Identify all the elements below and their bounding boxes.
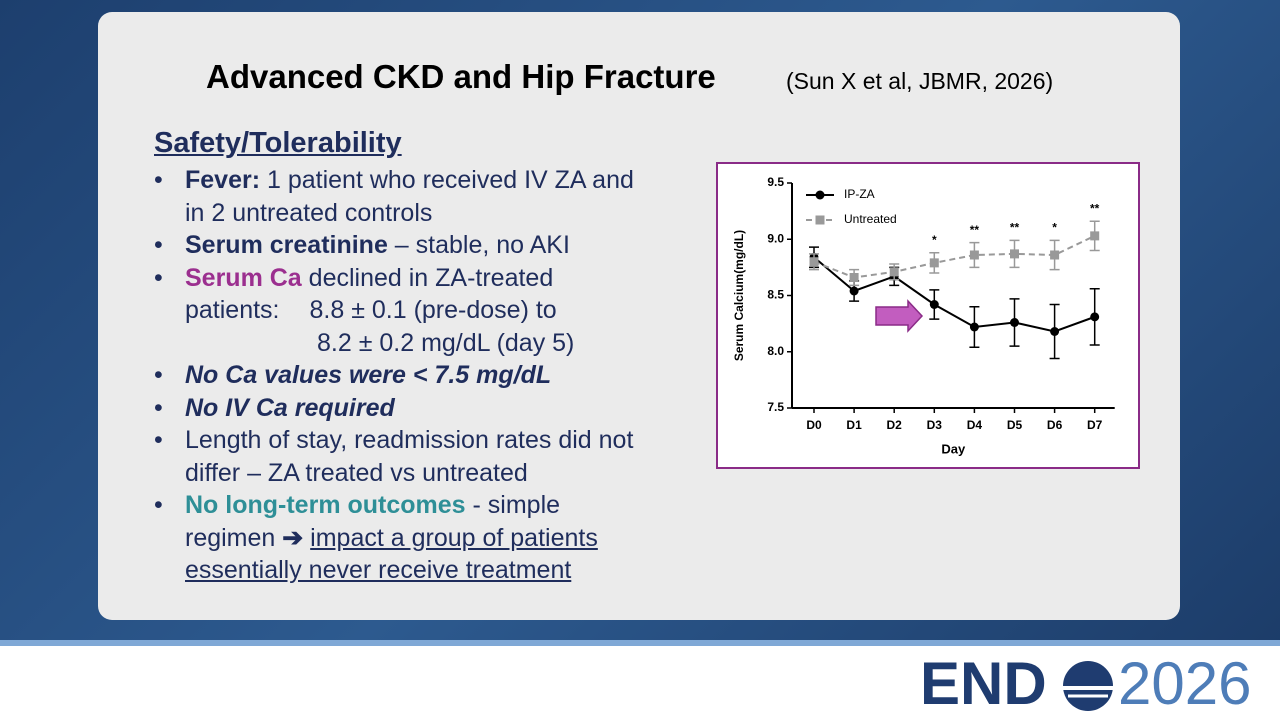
heading: Safety/Tolerability xyxy=(154,127,402,159)
text: No IV Ca required xyxy=(185,393,395,422)
text: 8.2 ± 0.2 mg/dL (day 5) xyxy=(317,328,575,357)
point xyxy=(929,300,939,309)
point xyxy=(889,267,899,277)
y-tick-label: 8.5 xyxy=(767,288,784,302)
legend-marker xyxy=(815,215,825,225)
x-tick-label: D1 xyxy=(846,418,862,432)
point xyxy=(1090,231,1100,241)
title: Advanced CKD and Hip Fracture xyxy=(206,58,716,95)
bullet: No IV Ca required xyxy=(154,392,654,425)
x-axis-label: Day xyxy=(941,441,966,456)
point xyxy=(929,258,939,268)
text: Serum creatinine xyxy=(185,231,388,259)
point xyxy=(969,322,979,332)
point xyxy=(1050,327,1060,336)
x-tick-label: D3 xyxy=(927,418,943,432)
text: declined in ZA-treated xyxy=(301,263,554,292)
logo-right: 2026 xyxy=(1118,650,1252,717)
arrow: ➔ xyxy=(282,523,304,552)
y-tick-label: 9.0 xyxy=(767,231,784,245)
text: No Ca values were < 7.5 mg/dL xyxy=(185,361,552,389)
citation: (Sun X et al, JBMR, 2026) xyxy=(786,68,1054,94)
logo-globe xyxy=(1063,661,1113,711)
point xyxy=(809,257,819,267)
legend-label: Untreated xyxy=(844,212,897,226)
y-tick-label: 8.0 xyxy=(767,344,784,358)
point xyxy=(1090,312,1100,322)
point xyxy=(969,250,979,260)
text: Serum Ca xyxy=(185,263,302,292)
chart: 7.5 8.0 8.5 9.0 9.5 D0 D1 D2 D3 D4 D5 D6 D7 Day Serum … xyxy=(732,175,1115,456)
bullet: Serum creatinine – stable, no AKI xyxy=(154,229,654,262)
bullet: Length of stay, readmission rates did no… xyxy=(154,424,654,489)
point xyxy=(849,286,859,296)
point xyxy=(1050,250,1060,260)
text: 1 patient who received IV ZA and in 2 un… xyxy=(185,166,634,227)
y-axis-label: Serum Calcium(mg/dL) xyxy=(732,230,746,361)
significance: ** xyxy=(970,223,980,237)
significance: ** xyxy=(1090,201,1100,215)
point xyxy=(1010,318,1019,327)
text: No long-term outcomes xyxy=(185,491,466,519)
x-tick-label: D6 xyxy=(1047,418,1063,432)
x-tick-label: D2 xyxy=(887,418,903,432)
bullet: No Ca values were < 7.5 mg/dL xyxy=(154,359,654,392)
series-line xyxy=(813,234,1096,279)
y-tick-label: 7.5 xyxy=(767,400,784,414)
x-tick-label: D5 xyxy=(1007,418,1023,432)
bullet-list: Fever: 1 patient who received IV ZA and … xyxy=(154,164,654,587)
text: patients: xyxy=(185,296,280,324)
legend-marker xyxy=(815,190,825,200)
arrow-annotation xyxy=(875,299,924,333)
significance: ** xyxy=(1010,221,1020,235)
text: 8.8 ± 0.1 (pre-dose) to xyxy=(309,296,557,324)
point xyxy=(849,273,859,282)
text: - simple regimen xyxy=(185,491,561,552)
text: Fever: xyxy=(185,166,261,194)
series-line xyxy=(813,256,1096,333)
text: – stable, no AKI xyxy=(387,231,570,259)
text: impact a group of patients essentially n… xyxy=(185,523,598,585)
x-tick-label: D7 xyxy=(1087,418,1103,432)
chart-frame: 7.5 8.0 8.5 9.0 9.5 D0 D1 D2 D3 D4 D5 D6 D7 Day Serum … xyxy=(716,162,1140,469)
y-tick-label: 9.5 xyxy=(767,175,784,189)
x-tick-label: D4 xyxy=(967,418,983,432)
significance: * xyxy=(1052,221,1057,235)
legend-label: IP-ZA xyxy=(844,187,875,201)
text: Length of stay, readmission rates did no… xyxy=(185,426,634,487)
bullet: Serum Ca declined in ZA-treated patients:… xyxy=(154,262,654,360)
bullet: No long-term outcomes - simple regimen ➔… xyxy=(154,489,654,587)
point xyxy=(1010,249,1019,259)
bullet: Fever: 1 patient who received IV ZA and … xyxy=(154,164,654,229)
x-tick-label: D0 xyxy=(806,418,822,432)
logo-left: END xyxy=(920,650,1047,717)
significance: * xyxy=(932,233,937,247)
